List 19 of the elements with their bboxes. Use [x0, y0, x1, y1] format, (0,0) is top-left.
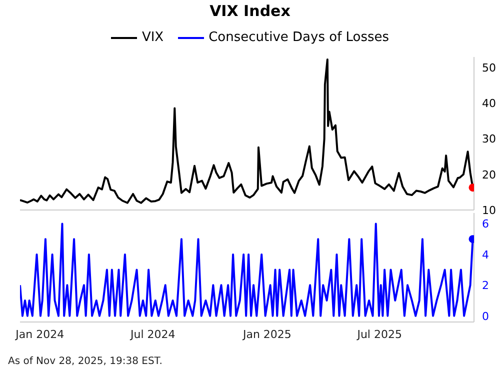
y-tick-label: 6 — [482, 218, 489, 231]
chart-title: VIX Index — [208, 2, 292, 20]
line-series — [20, 222, 474, 317]
y-tick-label: 0 — [482, 310, 489, 323]
x-tick-label: Jul 2024 — [130, 328, 176, 341]
y-tick-label: 40 — [482, 97, 496, 110]
y-tick-label: 2 — [482, 279, 489, 292]
y-tick-label: 30 — [482, 132, 496, 146]
y-tick-label: 10 — [482, 204, 496, 217]
y-tick-label: 4 — [482, 248, 489, 262]
x-tick-label: Jan 2024 — [14, 328, 64, 341]
y-tick-label: 50 — [482, 62, 496, 75]
x-tick-label: Jan 2025 — [242, 328, 292, 341]
y-tick-label: 20 — [482, 168, 496, 182]
text: As of Nov 28, 2025, 19:38 EST. — [8, 356, 162, 367]
x-tick-label: Jul 2025 — [356, 328, 402, 341]
legend-label: VIX — [142, 30, 164, 45]
line-series — [20, 58, 474, 204]
legend-label: Consecutive Days of Losses — [208, 30, 390, 45]
